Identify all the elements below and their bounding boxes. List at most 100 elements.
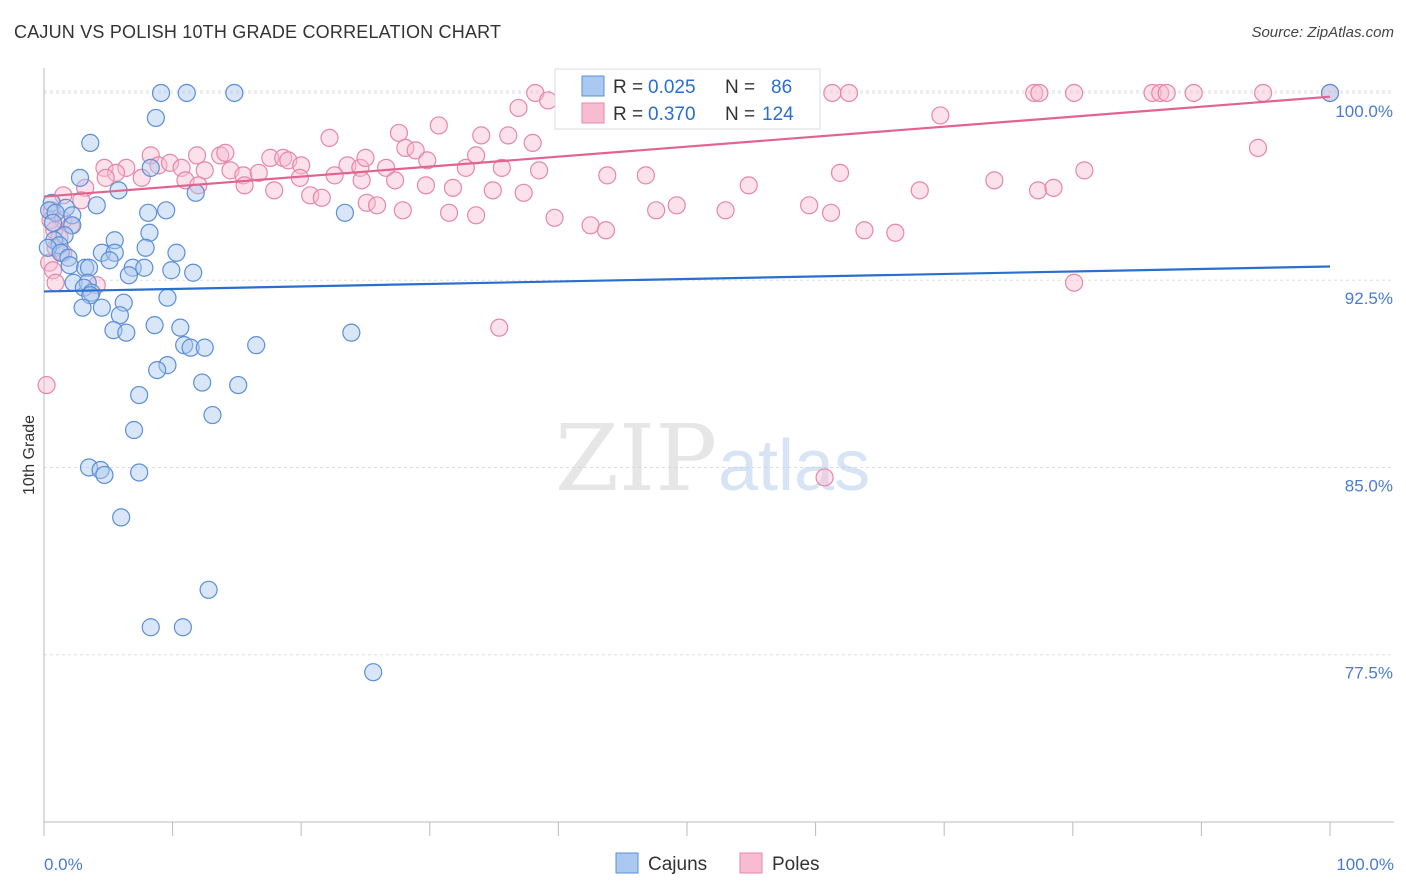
data-point	[132, 168, 151, 187]
data-point	[472, 126, 491, 145]
y-tick-label: 100.0%	[1335, 102, 1393, 121]
data-point	[739, 176, 758, 195]
data-point	[173, 618, 192, 637]
bottom-legend-label-poles: Poles	[772, 854, 820, 875]
data-point	[158, 288, 177, 307]
data-point	[514, 183, 533, 202]
y-tick-label: 77.5%	[1345, 664, 1393, 683]
data-point	[439, 203, 459, 222]
data-point	[389, 123, 409, 143]
data-point	[931, 106, 950, 125]
data-point	[141, 158, 160, 177]
legend-n-label-poles: N =	[725, 104, 755, 125]
data-point	[716, 201, 735, 220]
bottom-legend-swatch-poles	[739, 852, 763, 874]
data-point	[184, 263, 203, 282]
data-point	[1184, 83, 1203, 103]
data-point	[117, 158, 136, 177]
y-tick-label: 85.0%	[1345, 476, 1393, 495]
y-axis-title: 10th Grade	[21, 415, 38, 495]
data-point	[1075, 161, 1094, 180]
data-point	[146, 108, 165, 128]
data-point	[105, 231, 124, 250]
data-point	[195, 338, 214, 357]
x-ticks	[43, 822, 1331, 836]
data-point	[117, 323, 136, 342]
data-point	[581, 216, 600, 235]
data-point	[1151, 83, 1170, 103]
data-point	[187, 146, 207, 165]
data-point	[830, 163, 850, 182]
data-point	[539, 91, 558, 110]
data-point	[148, 360, 167, 380]
data-point	[910, 181, 929, 200]
data-point	[181, 338, 200, 357]
data-point	[162, 261, 181, 280]
data-point	[530, 161, 549, 180]
data-point	[225, 83, 244, 103]
data-point	[157, 201, 176, 220]
data-point	[499, 126, 518, 145]
data-point	[100, 251, 119, 270]
data-point	[95, 465, 114, 485]
watermark-atlas: atlas	[718, 426, 870, 506]
data-point	[235, 176, 254, 195]
data-point	[145, 316, 164, 335]
data-point	[596, 221, 616, 240]
data-point	[63, 216, 82, 235]
data-point	[821, 203, 841, 222]
legend-r-label-poles: R =	[613, 104, 643, 125]
data-point	[79, 258, 99, 277]
data-point	[73, 298, 92, 317]
data-point	[312, 188, 331, 207]
data-point	[70, 168, 90, 187]
data-point	[483, 181, 502, 200]
data-point	[1157, 83, 1176, 103]
data-point	[171, 318, 190, 337]
x-tick-label-max: 100.0%	[1336, 855, 1394, 874]
y-tick-labels: 100.0% 92.5% 85.0% 77.5%	[1335, 102, 1393, 683]
legend-r-label-cajuns: R =	[613, 77, 643, 98]
data-point	[800, 196, 819, 215]
data-point	[130, 385, 149, 405]
data-point	[193, 373, 212, 392]
data-point	[119, 266, 138, 285]
y-tick-label: 92.5%	[1345, 289, 1393, 308]
data-point	[1030, 83, 1049, 103]
data-point	[1143, 83, 1162, 103]
bottom-legend-swatch-cajuns	[615, 852, 639, 874]
data-point	[1028, 181, 1048, 200]
data-point	[1320, 83, 1340, 103]
data-point	[96, 168, 115, 187]
data-point	[42, 193, 61, 212]
data-point	[87, 196, 106, 215]
data-point	[136, 238, 155, 257]
legend-swatch-poles	[581, 102, 605, 124]
data-point	[598, 166, 617, 185]
legend-swatch-cajuns	[581, 75, 605, 97]
chart-title: CAJUN VS POLISH 10TH GRADE CORRELATION C…	[14, 22, 502, 42]
data-point	[523, 133, 542, 153]
data-point	[418, 151, 437, 170]
data-point	[160, 153, 180, 172]
data-point	[492, 158, 511, 177]
data-point	[135, 258, 154, 277]
data-point	[124, 420, 144, 440]
axes	[43, 68, 1394, 823]
data-point	[886, 223, 905, 242]
data-point	[545, 208, 564, 227]
data-point	[466, 206, 486, 225]
data-point	[823, 83, 842, 103]
x-tick-label-min: 0.0%	[44, 855, 83, 874]
data-point	[406, 141, 425, 160]
data-point	[416, 176, 436, 195]
legend-r-value-poles: 0.370	[648, 104, 696, 125]
data-point	[177, 83, 196, 103]
data-point	[1254, 83, 1273, 103]
data-point	[112, 508, 131, 527]
data-point	[356, 148, 375, 167]
trend-line-cajuns	[43, 265, 1331, 293]
data-point	[855, 221, 874, 240]
data-point	[509, 98, 528, 118]
